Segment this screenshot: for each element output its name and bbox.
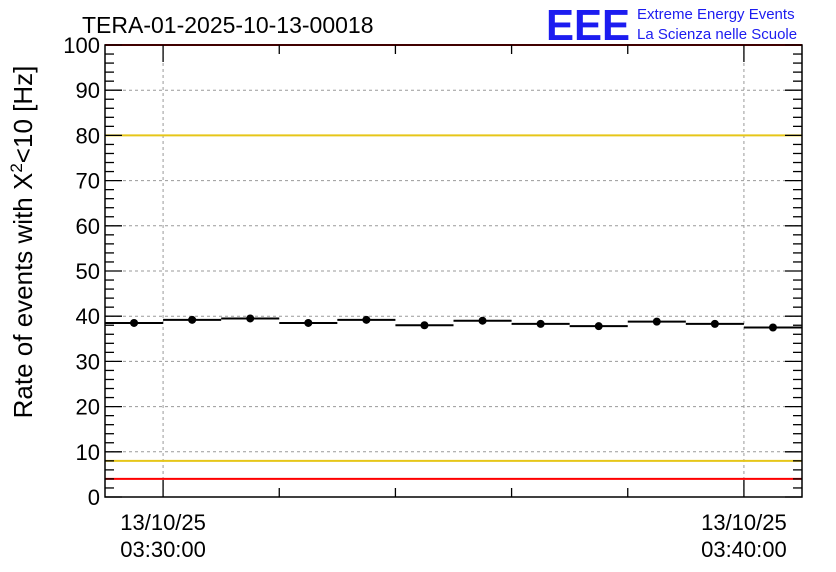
y-tick-labels: 0 10 20 30 40 50 60 70 80 90 100: [63, 33, 100, 510]
data-point: [478, 316, 487, 325]
data-point: [710, 319, 719, 328]
reference-lines: [105, 44, 802, 480]
chart-title: TERA-01-2025-10-13-00018: [82, 12, 374, 38]
y-axis-label-prefix: Rate of events with X: [8, 173, 38, 419]
x-tick-label-time: 03:30:00: [120, 537, 206, 562]
y-tick-label: 30: [76, 349, 100, 374]
y-tick-label: 10: [76, 440, 100, 465]
y-tick-label: 70: [76, 169, 100, 194]
data-point: [130, 318, 139, 327]
x-tick-label-date: 13/10/25: [701, 510, 787, 535]
data-point: [420, 321, 429, 330]
logo-line-1: Extreme Energy Events: [637, 6, 795, 23]
y-axis-label: Rate of events with X2<10 [Hz]: [7, 66, 38, 419]
data-point: [768, 323, 777, 332]
data-point: [304, 318, 313, 327]
axes: [104, 44, 803, 498]
data-series: [105, 314, 802, 332]
y-tick-label: 50: [76, 259, 100, 284]
y-tick-label: 40: [76, 304, 100, 329]
y-axis-label-superscript: 2: [7, 163, 26, 172]
data-point: [652, 317, 661, 326]
logo-line-2: La Scienza nelle Scuole: [637, 26, 797, 43]
y-tick-label: 100: [63, 33, 100, 58]
x-tick-label-time: 03:40:00: [701, 537, 787, 562]
eee-logo-mark: EEE: [546, 1, 630, 50]
y-tick-label: 20: [76, 395, 100, 420]
y-tick-label: 0: [88, 485, 100, 510]
x-tick-label-date: 13/10/25: [120, 510, 206, 535]
y-axis-label-suffix: <10 [Hz]: [8, 66, 38, 164]
data-point: [246, 314, 255, 323]
grid-lines: [105, 45, 802, 497]
data-point: [362, 315, 371, 324]
data-point: [594, 322, 603, 331]
data-point: [536, 319, 545, 328]
eee-logo: EEE Extreme Energy Events La Scienza nel…: [546, 1, 797, 50]
y-tick-label: 90: [76, 78, 100, 103]
y-tick-label: 60: [76, 214, 100, 239]
y-tick-label: 80: [76, 123, 100, 148]
data-point: [188, 315, 197, 324]
